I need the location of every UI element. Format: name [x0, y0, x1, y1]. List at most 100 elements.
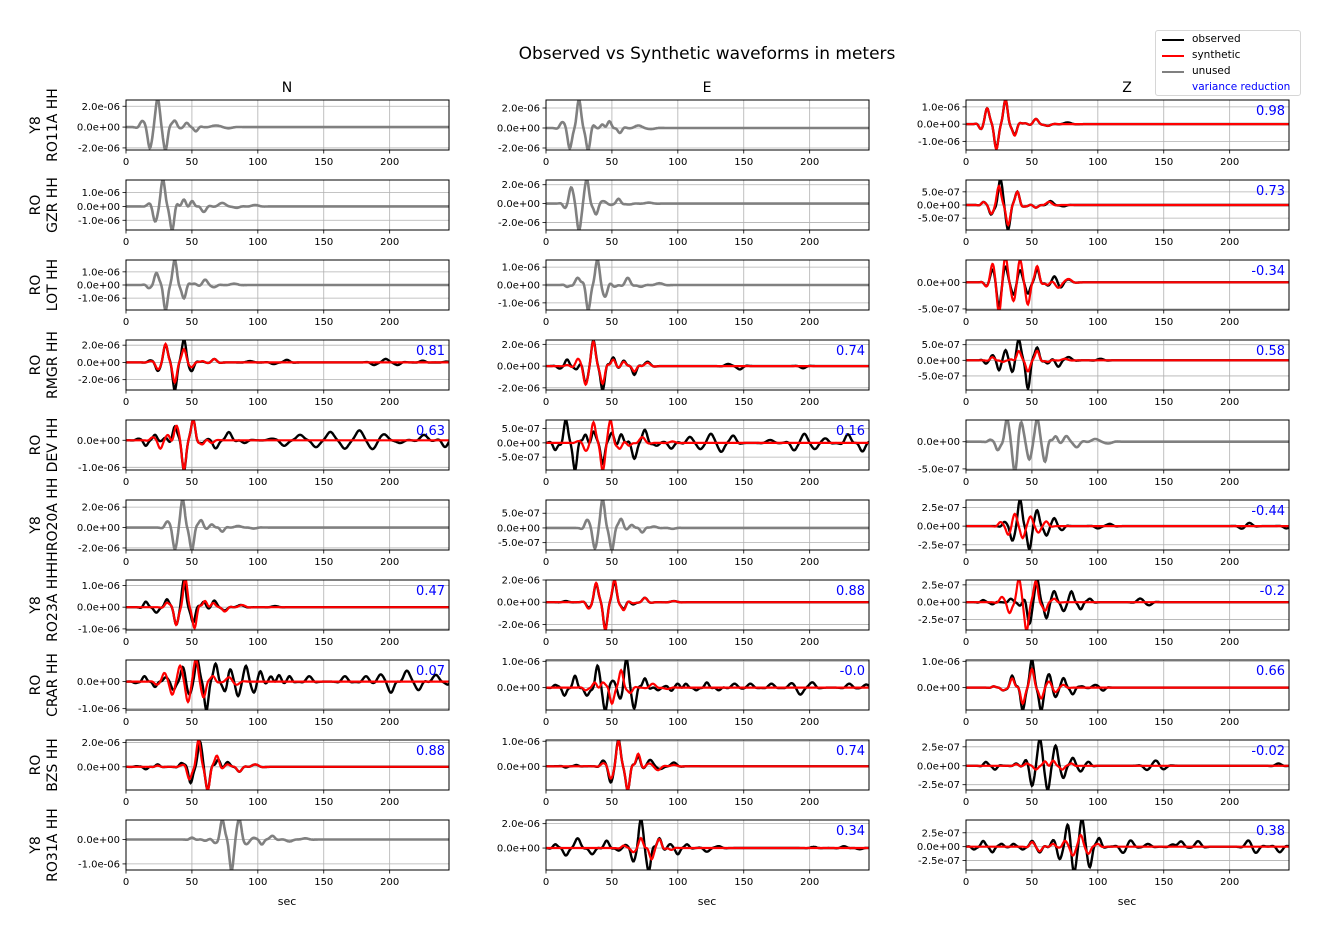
x-tick-label: 150 [1154, 157, 1173, 168]
column-title-e: E [703, 80, 712, 96]
y-tick-label: 0.0e+00 [497, 598, 540, 609]
unused-trace [126, 260, 449, 310]
y-tick-label: -5.0e-07 [498, 538, 540, 549]
y-tick-label: 0.0e+00 [77, 762, 120, 773]
axes-frame [965, 819, 1290, 871]
unused-line-swatch-icon [1162, 71, 1184, 73]
station-code: LOT HH [45, 259, 61, 311]
x-tick-label: 150 [1154, 877, 1173, 888]
y-tick-label: 0.0e+00 [77, 523, 120, 534]
panel-ro31a-z: 0 50 100 150 200 2.5e-07 0.0e+00 -2.5e-07 0.38 [917, 819, 1290, 888]
panel-hhro20a-e: 0 50 100 150 200 5.0e-07 0.0e+00 -5.0e-07 [497, 499, 870, 568]
y-tick-label: -1.0e-06 [78, 216, 120, 227]
x-tick-label: 200 [800, 317, 819, 328]
x-tick-label: 0 [543, 877, 549, 888]
x-tick-label: 100 [668, 877, 687, 888]
network-code: Y8 [28, 516, 44, 534]
x-tick-label: 150 [734, 477, 753, 488]
x-tick-label: 100 [668, 477, 687, 488]
x-tick-label: 150 [1154, 717, 1173, 728]
panel-bzs-e: 0 50 100 150 200 1.0e-06 0.0e+00 0.74 [497, 737, 870, 808]
unused-trace [546, 500, 869, 550]
x-tick-label: 200 [1220, 877, 1239, 888]
figure-title: Observed vs Synthetic waveforms in meter… [519, 44, 896, 64]
x-tick-label: 50 [1026, 877, 1039, 888]
x-tick-label: 50 [186, 557, 199, 568]
axes-frame [965, 739, 1290, 791]
network-code: RO [28, 435, 44, 456]
x-tick-label: 150 [734, 637, 753, 648]
x-tick-label: 0 [543, 557, 549, 568]
x-tick-label: 150 [1154, 557, 1173, 568]
x-tick-label: 100 [1088, 237, 1107, 248]
synthetic-trace [966, 667, 1289, 706]
x-tick-label: 150 [1154, 317, 1173, 328]
x-tick-label: 200 [800, 397, 819, 408]
y-tick-label: 2.0e-06 [82, 341, 120, 352]
synthetic-trace [966, 512, 1289, 540]
x-tick-label: 50 [1026, 717, 1039, 728]
network-code: Y8 [28, 836, 44, 854]
y-tick-label: 1.0e-06 [82, 581, 120, 592]
x-tick-label: 50 [1026, 397, 1039, 408]
y-tick-label: -2.5e-07 [918, 540, 960, 551]
panel-ro23a-n: 0 50 100 150 200 1.0e-06 0.0e+00 -1.0e-06 0.47 [77, 579, 450, 648]
x-tick-label: 0 [963, 237, 969, 248]
x-tick-label: 50 [186, 717, 199, 728]
variance-reduction-label: 0.47 [416, 584, 445, 599]
network-code: RO [28, 355, 44, 376]
variance-reduction-label: 0.07 [416, 664, 445, 679]
x-tick-label: 0 [963, 637, 969, 648]
variance-reduction-label: 0.88 [416, 744, 445, 759]
variance-reduction-label: 0.88 [836, 584, 865, 599]
y-tick-label: -5.0e-07 [918, 214, 960, 225]
x-tick-label: 100 [1088, 397, 1107, 408]
x-tick-label: 50 [606, 717, 619, 728]
x-tick-label: 100 [668, 397, 687, 408]
x-tick-label: 100 [248, 557, 267, 568]
x-tick-label: 50 [1026, 237, 1039, 248]
y-tick-label: -2.0e-06 [498, 218, 540, 229]
network-code: Y8 [28, 116, 44, 134]
y-tick-label: 0.0e+00 [917, 683, 960, 694]
synthetic-trace [966, 100, 1289, 150]
x-tick-label: 50 [1026, 797, 1039, 808]
x-tick-label: 150 [314, 237, 333, 248]
y-tick-label: 0.0e+00 [917, 356, 960, 367]
x-tick-label: 50 [1026, 157, 1039, 168]
axes-frame [545, 659, 870, 711]
x-tick-label: 200 [380, 157, 399, 168]
variance-reduction-label: 0.63 [416, 424, 445, 439]
x-tick-label: 200 [1220, 317, 1239, 328]
panel-crar-n: 0 50 100 150 200 0.0e+00 -1.0e-06 0.07 [77, 659, 450, 728]
panel-grid: Y8RO11A HH0 50 100 150 2002.0e-060.0e+00-2.0… [28, 88, 1290, 888]
x-tick-label: 100 [248, 477, 267, 488]
y-tick-label: -1.0e-06 [78, 463, 120, 474]
y-tick-label: -5.0e-07 [498, 453, 540, 464]
y-tick-label: 0.0e+00 [917, 761, 960, 772]
x-tick-label: 200 [800, 477, 819, 488]
y-tick-label: -1.0e-06 [78, 704, 120, 715]
variance-reduction-label: 0.66 [1256, 664, 1285, 679]
panel-ro31a-e: 0 50 100 150 200 2.0e-06 0.0e+00 0.34 [497, 819, 870, 888]
variance-reduction-label: 0.98 [1256, 104, 1285, 119]
synthetic-trace [546, 740, 869, 790]
x-tick-label: 100 [1088, 717, 1107, 728]
legend-label: synthetic [1192, 49, 1241, 61]
synthetic-trace [966, 580, 1289, 630]
x-tick-label: 0 [123, 637, 129, 648]
axes-frame [965, 659, 1290, 711]
x-tick-label: 100 [248, 397, 267, 408]
y-tick-label: -1.0e-06 [78, 624, 120, 635]
x-tick-label: 50 [606, 797, 619, 808]
synthetic-trace [126, 580, 449, 630]
y-tick-label: 2.0e-06 [82, 102, 120, 113]
x-tick-label: 100 [248, 637, 267, 648]
panel-dev-z: 0 50 100 150 200 0.0e+00 -5.0e-07 [917, 419, 1290, 488]
y-tick-label: -1.0e-06 [918, 137, 960, 148]
station-code: RO31A HH [45, 808, 61, 882]
panel-rmgr-z: 0 50 100 150 200 5.0e-07 0.0e+00 -5.0e-07 0.58 [917, 339, 1290, 408]
panel-ro11a-n: 0 50 100 150 200 2.0e-06 0.0e+00 -2.0e-06 [77, 99, 450, 168]
x-tick-label: 200 [1220, 797, 1239, 808]
